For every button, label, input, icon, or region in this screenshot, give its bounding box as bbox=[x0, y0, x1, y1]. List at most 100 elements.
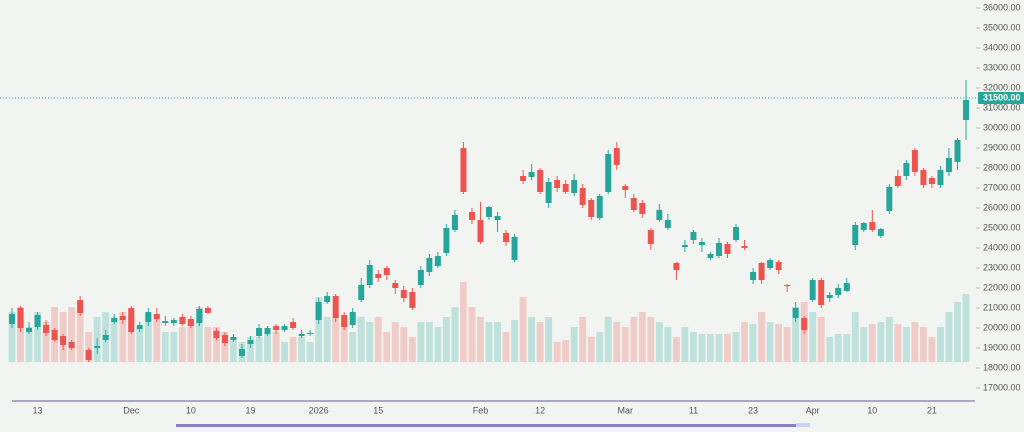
candle-body bbox=[128, 308, 135, 332]
candle-body bbox=[494, 216, 501, 220]
candle-body bbox=[724, 244, 731, 254]
y-tick-label: 26000.00 bbox=[983, 202, 1021, 212]
candle-body bbox=[869, 222, 876, 230]
volume-bar bbox=[732, 332, 740, 362]
volume-bar bbox=[570, 327, 578, 362]
y-tick-label: 36000.00 bbox=[983, 2, 1021, 12]
candle-body bbox=[605, 154, 612, 192]
volume-bar bbox=[323, 317, 331, 362]
volume-bar bbox=[357, 317, 365, 362]
candle-body bbox=[588, 200, 595, 217]
scroll-handle[interactable] bbox=[796, 423, 810, 427]
candle-body bbox=[775, 262, 782, 270]
candle-body bbox=[852, 225, 859, 245]
volume-bar bbox=[834, 334, 842, 362]
y-tick-label: 28000.00 bbox=[983, 162, 1021, 172]
volume-bar bbox=[34, 312, 41, 362]
candle-body bbox=[818, 280, 825, 305]
volume-bar bbox=[741, 322, 748, 362]
candle-body bbox=[443, 228, 450, 253]
volume-bar bbox=[502, 332, 510, 362]
volume-bar bbox=[468, 307, 476, 362]
volume-bar bbox=[42, 322, 50, 362]
candle-body bbox=[247, 340, 254, 344]
candle-body bbox=[647, 230, 654, 244]
volume-bar bbox=[85, 332, 93, 362]
volume-bar bbox=[672, 337, 680, 362]
y-tick-label: 34000.00 bbox=[983, 42, 1021, 52]
candle-body bbox=[264, 328, 271, 334]
candle-body bbox=[307, 333, 314, 334]
volume-bar bbox=[562, 340, 570, 362]
volume-bar bbox=[758, 312, 765, 362]
x-tick-label: 21 bbox=[927, 405, 937, 415]
candle-body bbox=[758, 263, 765, 280]
volume-bar bbox=[332, 317, 340, 362]
candle-body bbox=[716, 243, 722, 256]
candle-body bbox=[843, 283, 850, 291]
y-tick-label: 29000.00 bbox=[983, 142, 1021, 152]
volume-bar bbox=[494, 322, 501, 362]
volume-bar bbox=[144, 314, 152, 362]
candle-body bbox=[511, 237, 518, 260]
volume-bar bbox=[255, 337, 263, 362]
volume-bar bbox=[519, 297, 527, 362]
candle-body bbox=[911, 150, 918, 172]
volume-bar bbox=[230, 337, 237, 362]
volume-bar bbox=[383, 332, 391, 362]
volume-bar bbox=[749, 324, 757, 362]
candle-body bbox=[503, 233, 510, 242]
volume-bar bbox=[945, 312, 953, 362]
volume-bar bbox=[477, 317, 484, 362]
candle-body bbox=[162, 321, 169, 323]
candle-body bbox=[34, 315, 41, 327]
candle-body bbox=[690, 232, 697, 240]
volume-bar bbox=[349, 332, 357, 362]
candle-body bbox=[85, 350, 92, 360]
y-tick-label: 19000.00 bbox=[983, 342, 1021, 352]
candle-body bbox=[383, 268, 390, 275]
candle-body bbox=[477, 220, 484, 242]
y-tick-label: 18000.00 bbox=[983, 362, 1021, 372]
price-label-box bbox=[978, 92, 1024, 104]
candle-body bbox=[707, 254, 714, 258]
scrollbar[interactable] bbox=[176, 424, 810, 427]
candle-body bbox=[741, 246, 748, 248]
candle-body bbox=[153, 314, 160, 319]
x-tick-label: 12 bbox=[535, 405, 545, 415]
volume-bar bbox=[902, 327, 910, 362]
candle-body bbox=[733, 227, 739, 240]
candle-body bbox=[315, 302, 322, 320]
volume-bar bbox=[281, 342, 288, 362]
candle-body bbox=[451, 215, 458, 230]
volume-bar bbox=[298, 337, 306, 362]
y-tick-label: 22000.00 bbox=[983, 282, 1021, 292]
candle-body bbox=[77, 300, 84, 313]
candle-body bbox=[213, 331, 220, 338]
volume-bar bbox=[8, 312, 16, 362]
volume-bar bbox=[868, 324, 876, 362]
candle-body bbox=[366, 265, 373, 285]
candle-body bbox=[409, 292, 416, 308]
volume-bar bbox=[272, 332, 280, 362]
candle-body bbox=[239, 349, 245, 356]
volume-bar bbox=[400, 327, 408, 362]
candle-body bbox=[528, 172, 535, 177]
x-tick-label: 11 bbox=[689, 405, 698, 415]
candle-body bbox=[630, 198, 637, 210]
volume-bar bbox=[25, 327, 33, 362]
volume-bar bbox=[425, 322, 433, 362]
volume-bar bbox=[136, 327, 144, 362]
candle-body bbox=[375, 274, 382, 278]
candle-body bbox=[119, 316, 126, 320]
volume-bar bbox=[954, 302, 961, 362]
candle-body bbox=[537, 170, 544, 192]
candle-body bbox=[273, 326, 280, 330]
volume-bar bbox=[511, 320, 518, 362]
candle-body bbox=[187, 319, 194, 326]
volume-bar bbox=[204, 327, 212, 362]
candle-body bbox=[520, 176, 527, 181]
x-tick-label: 23 bbox=[748, 405, 758, 415]
volume-bar bbox=[391, 322, 399, 362]
